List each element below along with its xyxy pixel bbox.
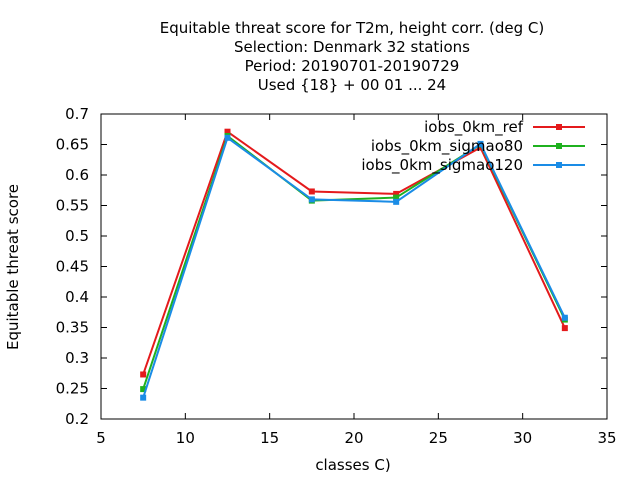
x-tick-label: 35 — [597, 429, 616, 447]
legend-marker — [556, 162, 562, 168]
x-tick-label: 20 — [344, 429, 363, 447]
y-tick-label: 0.2 — [65, 410, 89, 428]
data-point — [308, 188, 315, 195]
x-tick-label: 30 — [513, 429, 532, 447]
y-tick-label: 0.5 — [65, 227, 89, 245]
legend-label: iobs_0km_ref — [424, 118, 524, 137]
axis-ticks: 5 10 15 20 25 30 35 0.2 0.25 0.3 0.35 0.4 0.45 0.5 0.5… — [56, 105, 617, 447]
y-tick-label: 0.55 — [56, 197, 89, 215]
series-lines — [140, 128, 568, 401]
data-point — [308, 196, 315, 203]
x-axis-label: classes C) — [315, 456, 390, 474]
data-point — [477, 140, 484, 147]
y-tick-label: 0.7 — [65, 105, 89, 123]
y-tick-label: 0.35 — [56, 319, 89, 337]
title-line: Selection: Denmark 32 stations — [234, 38, 470, 56]
data-point — [393, 190, 400, 197]
legend-label: iobs_0km_sigmao80 — [371, 137, 523, 156]
y-tick-label: 0.6 — [65, 166, 89, 184]
data-point — [140, 371, 147, 378]
y-tick-label: 0.4 — [65, 288, 89, 306]
plot-frame — [100, 113, 608, 420]
y-tick-label: 0.65 — [56, 136, 89, 154]
data-point — [393, 194, 400, 201]
title-line: Equitable threat score for T2m, height c… — [160, 19, 545, 37]
data-point — [477, 144, 484, 151]
y-tick-label: 0.25 — [56, 380, 89, 398]
data-point — [140, 386, 147, 393]
series-line — [142, 130, 566, 375]
x-tick-label: 15 — [260, 429, 279, 447]
series-line — [142, 136, 566, 398]
data-point — [561, 314, 568, 321]
title-line: Period: 20190701-20190729 — [245, 57, 460, 75]
data-point — [140, 394, 147, 401]
data-point — [393, 198, 400, 205]
legend-marker — [556, 124, 562, 130]
data-point — [561, 325, 568, 332]
y-tick-label: 0.45 — [56, 258, 89, 276]
y-axis-label: Equitable threat score — [4, 184, 22, 350]
x-tick-label: 25 — [429, 429, 448, 447]
legend: iobs_0km_refiobs_0km_sigmao80iobs_0km_si… — [361, 118, 585, 175]
legend-marker — [556, 143, 562, 149]
data-point — [224, 134, 231, 141]
x-tick-label: 5 — [96, 429, 106, 447]
chart-title: Equitable threat score for T2m, height c… — [160, 19, 545, 94]
x-tick-label: 10 — [176, 429, 195, 447]
legend-label: iobs_0km_sigmao120 — [361, 156, 523, 175]
y-tick-label: 0.3 — [65, 349, 89, 367]
data-point — [224, 128, 231, 135]
title-line: Used {18} + 00 01 ... 24 — [258, 76, 446, 94]
